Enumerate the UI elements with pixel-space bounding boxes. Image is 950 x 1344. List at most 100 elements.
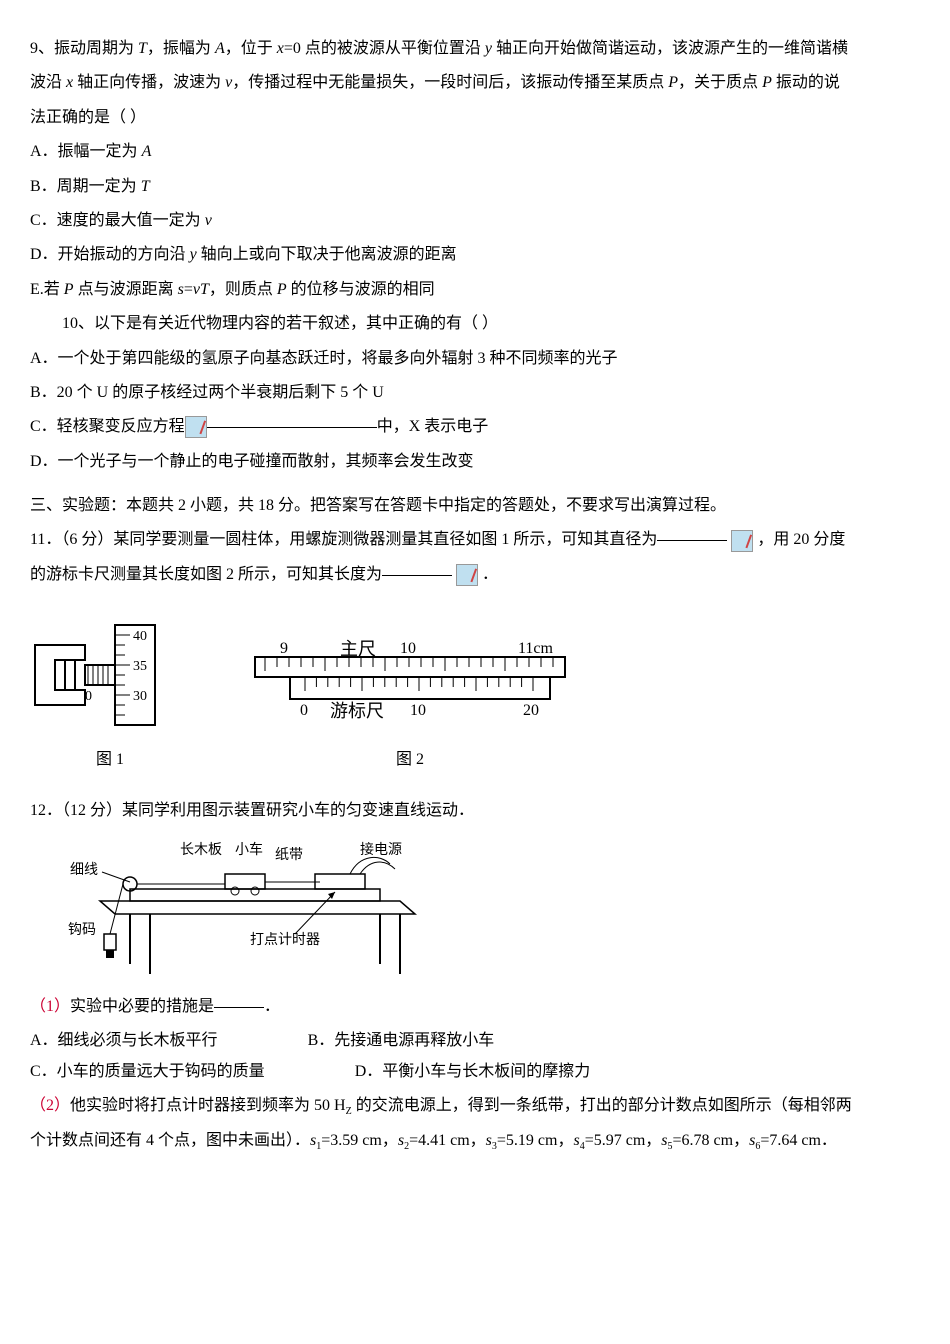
lbl-cart: 小车	[235, 841, 263, 858]
blank-diameter	[657, 540, 727, 541]
var-P: P	[668, 74, 678, 91]
v-10: 10	[410, 702, 426, 719]
s4v: =5.97 cm，	[585, 1132, 662, 1149]
var-y: y	[190, 246, 197, 263]
var-T: T	[141, 178, 150, 195]
t: 轴正向开始做简谐运动，该波源产生的一维简谐横	[492, 40, 848, 57]
t: D．开始振动的方向沿	[30, 246, 190, 263]
v-label: 游标尺	[330, 701, 384, 721]
t: A．振幅一定为	[30, 143, 142, 160]
tick-35: 35	[133, 659, 147, 674]
t: 轴向上或向下取决于他离波源的距离	[197, 246, 457, 263]
p2-num: （2）	[30, 1097, 70, 1114]
t: 的交流电源上，得到一条纸带，打出的部分计数点如图所示（每相邻两	[352, 1097, 852, 1114]
t: 9、振动周期为	[30, 40, 138, 57]
blank-length	[382, 575, 452, 576]
q11-line1: 11．（6 分）某同学要测量一圆柱体，用螺旋测微器测量其直径如图 1 所示，可知…	[30, 525, 920, 555]
var-P: P	[277, 281, 287, 298]
t: E.若	[30, 281, 64, 298]
t: 实验中必要的措施是	[70, 998, 214, 1015]
blank-p1	[214, 1007, 264, 1008]
p1-num: （1）	[30, 998, 70, 1015]
lbl-string: 细线	[70, 862, 98, 878]
t: 个计数点间还有 4 个点，图中未画出）．	[30, 1132, 310, 1149]
lbl-tape: 纸带	[275, 847, 303, 863]
t: ．	[482, 566, 498, 583]
t: 中，X 表示电子	[377, 412, 489, 442]
var-A: A	[215, 40, 225, 57]
lbl-timer: 打点计时器	[250, 931, 320, 948]
section-3-title: 三、实验题：本题共 2 小题，共 18 分。把答案写在答题卡中指定的答题处，不要…	[30, 491, 920, 521]
var-T: T	[138, 40, 147, 57]
q12-opt-A: A．细线必须与长木板平行	[30, 1026, 218, 1056]
s1v: =3.59 cm，	[321, 1132, 398, 1149]
t: ．	[264, 998, 280, 1015]
t: 他实验时将打点计时器接到频率为 50 H	[70, 1097, 346, 1114]
var-v: v	[205, 212, 212, 229]
t: B．周期一定为	[30, 178, 141, 195]
t: ，用 20 分度	[757, 531, 845, 548]
t: 11．（6 分）某同学要测量一圆柱体，用螺旋测微器测量其直径如图 1 所示，可知…	[30, 531, 657, 548]
lbl-hook: 钩码	[68, 922, 96, 938]
q12-p1: （1）实验中必要的措施是 ．	[30, 992, 920, 1022]
figure-1: 0 40 35 30 图 1	[30, 605, 190, 775]
var-y: y	[485, 40, 492, 57]
micrometer-svg: 0 40 35 30	[30, 605, 190, 745]
var-A: A	[142, 143, 152, 160]
q10-opt-A: A．一个处于第四能级的氢原子向基态跃迁时，将最多向外辐射 3 种不同频率的光子	[30, 344, 920, 374]
t: =0 点的被波源从平衡位置沿	[284, 40, 485, 57]
lbl-plank: 长木板	[180, 842, 222, 858]
t: ，振幅为	[147, 40, 215, 57]
zero-mark: 0	[85, 689, 92, 704]
q9-stem-line3: 法正确的是（ ）	[30, 103, 920, 133]
q12-p2-line2: 个计数点间还有 4 个点，图中未画出）．s1=3.59 cm，s2=4.41 c…	[30, 1126, 920, 1156]
q12-p2-line1: （2）他实验时将打点计时器接到频率为 50 HZ 的交流电源上，得到一条纸带，打…	[30, 1091, 920, 1121]
main-11: 11cm	[518, 640, 554, 657]
var-P: P	[762, 74, 772, 91]
q12-opt-C: C．小车的质量远大于钩码的质量	[30, 1057, 265, 1087]
t: C．速度的最大值一定为	[30, 212, 205, 229]
broken-image-icon	[185, 416, 207, 438]
s5v: =6.78 cm，	[673, 1132, 750, 1149]
q12-opts-AB: A．细线必须与长木板平行 B．先接通电源再释放小车	[30, 1026, 920, 1056]
var-P: P	[64, 281, 74, 298]
s6v: =7.64 cm．	[760, 1132, 837, 1149]
t: 波沿	[30, 74, 66, 91]
q10-opt-B: B．20 个 U 的原子核经过两个半衰期后剩下 5 个 U	[30, 378, 920, 408]
main-10: 10	[400, 640, 416, 657]
tick-30: 30	[133, 689, 147, 704]
q12-stem: 12．（12 分）某同学利用图示装置研究小车的匀变速直线运动．	[30, 796, 920, 826]
broken-image-icon	[731, 530, 753, 552]
q9-opt-C: C．速度的最大值一定为 v	[30, 206, 920, 236]
q9-stem-line1: 9、振动周期为 T，振幅为 A，位于 x=0 点的被波源从平衡位置沿 y 轴正向…	[30, 34, 920, 64]
q11-line2: 的游标卡尺测量其长度如图 2 所示，可知其长度为 ．	[30, 560, 920, 590]
t: ，则质点	[209, 281, 277, 298]
q12-opt-D: D．平衡小车与长木板间的摩擦力	[355, 1057, 591, 1087]
fig1-label: 图 1	[30, 745, 190, 775]
t: 的游标卡尺测量其长度如图 2 所示，可知其长度为	[30, 566, 382, 583]
broken-image-icon	[456, 564, 478, 586]
q9-stem-line2: 波沿 x 轴正向传播，波速为 v，传播过程中无能量损失，一段时间后，该振动传播至…	[30, 68, 920, 98]
q12-opts-CD: C．小车的质量远大于钩码的质量 D．平衡小车与长木板间的摩擦力	[30, 1057, 920, 1087]
t: ，关于质点	[678, 74, 762, 91]
t: 点与波源距离	[74, 281, 178, 298]
v-20: 20	[523, 702, 539, 719]
fig2-label: 图 2	[250, 745, 570, 775]
t: ，传播过程中无能量损失，一段时间后，该振动传播至某质点	[232, 74, 668, 91]
var-T: T	[200, 281, 209, 298]
t: 振动的说	[772, 74, 840, 91]
var-v: v	[193, 281, 200, 298]
s3v: =5.19 cm，	[497, 1132, 574, 1149]
q9-opt-D: D．开始振动的方向沿 y 轴向上或向下取决于他离波源的距离	[30, 240, 920, 270]
t: 轴正向传播，波速为	[73, 74, 225, 91]
q9-opt-A: A．振幅一定为 A	[30, 137, 920, 167]
q10-stem: 10、以下是有关近代物理内容的若干叙述，其中正确的有（ ）	[30, 309, 920, 339]
t: C．轻核聚变反应方程	[30, 412, 185, 442]
q10-opt-C: C．轻核聚变反应方程 中，X 表示电子	[30, 412, 920, 442]
q12-figure: 长木板 小车 纸带 接电源 细线 钩码 打点计时器	[60, 834, 920, 984]
q12-opt-B: B．先接通电源再释放小车	[308, 1026, 495, 1056]
tick-40: 40	[133, 629, 147, 644]
figure-2: 9 主尺 10 11cm	[250, 635, 570, 775]
s2v: =4.41 cm，	[409, 1132, 486, 1149]
t: ，位于	[225, 40, 277, 57]
